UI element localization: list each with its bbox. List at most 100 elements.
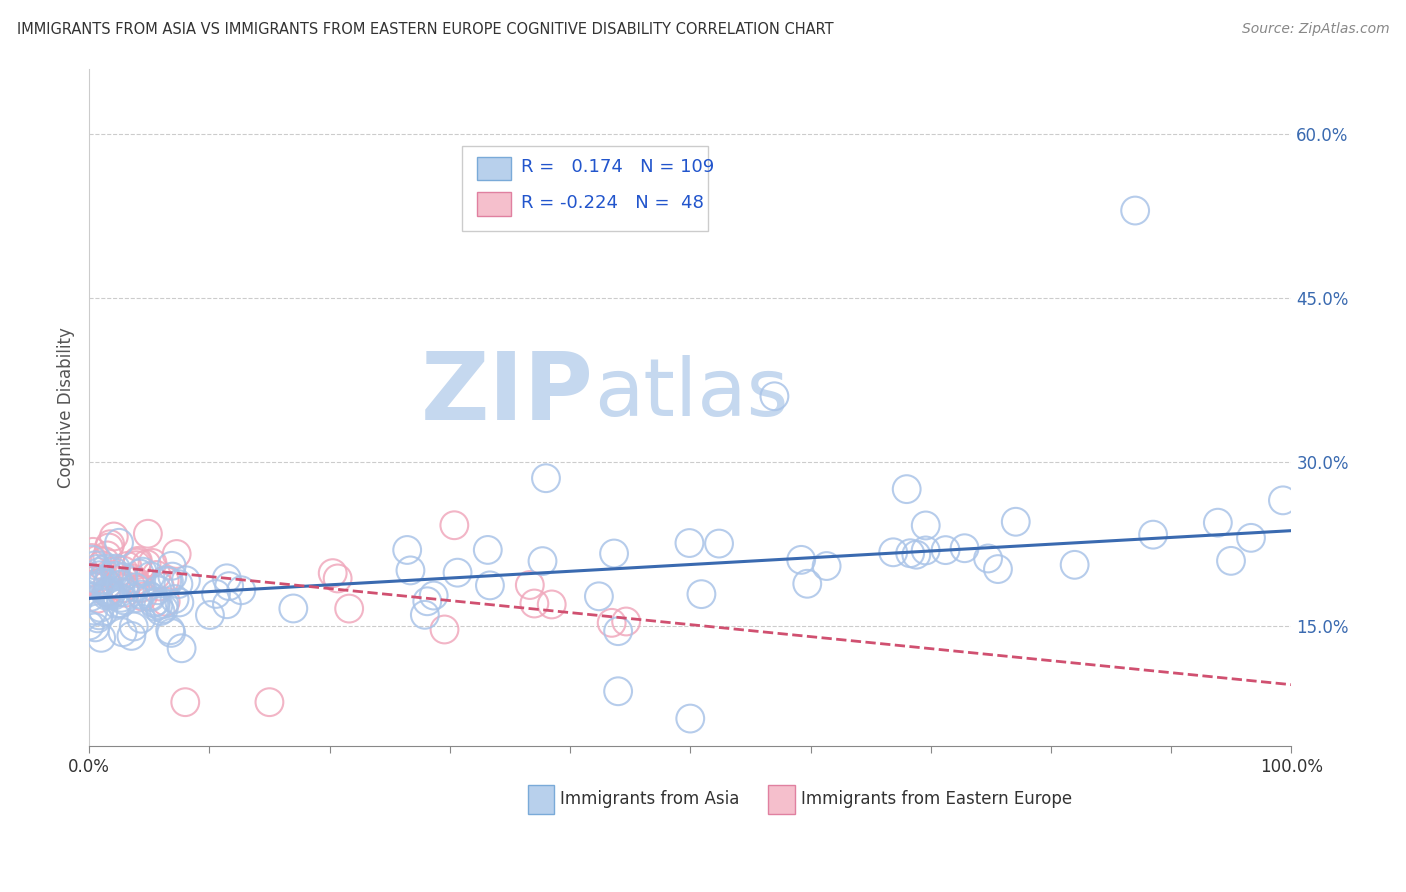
Point xyxy=(603,547,626,561)
Point xyxy=(141,556,163,570)
Point xyxy=(142,596,165,610)
Point xyxy=(796,576,818,591)
Point xyxy=(84,573,107,587)
Point xyxy=(898,546,921,560)
Point xyxy=(110,585,132,599)
Text: R =   0.174   N = 109: R = 0.174 N = 109 xyxy=(520,159,714,177)
Point xyxy=(108,536,131,550)
Point xyxy=(433,623,456,637)
Point xyxy=(152,602,174,616)
Point xyxy=(129,581,152,595)
Text: IMMIGRANTS FROM ASIA VS IMMIGRANTS FROM EASTERN EUROPE COGNITIVE DISABILITY CORR: IMMIGRANTS FROM ASIA VS IMMIGRANTS FROM … xyxy=(17,22,834,37)
Point xyxy=(80,551,103,566)
Point xyxy=(91,605,114,619)
Point xyxy=(157,574,180,589)
Point xyxy=(103,589,125,603)
Point xyxy=(174,695,197,709)
Point xyxy=(139,591,162,605)
Point xyxy=(523,597,546,611)
Point xyxy=(443,518,465,533)
Point xyxy=(98,569,121,583)
Text: Source: ZipAtlas.com: Source: ZipAtlas.com xyxy=(1241,22,1389,37)
Bar xyxy=(478,157,512,180)
Point xyxy=(80,590,103,604)
Point xyxy=(160,558,183,573)
Point xyxy=(283,601,305,615)
Point xyxy=(145,568,167,582)
Point xyxy=(1220,554,1243,568)
Point xyxy=(146,583,169,598)
Point xyxy=(1271,493,1294,508)
Point xyxy=(104,578,127,592)
Point xyxy=(96,585,118,599)
Point xyxy=(125,591,148,606)
Point xyxy=(79,574,101,588)
Point xyxy=(198,607,221,622)
Point xyxy=(97,541,120,555)
Point xyxy=(977,551,1000,566)
Point xyxy=(117,558,139,573)
Point xyxy=(953,541,976,556)
Point xyxy=(678,536,700,550)
Point xyxy=(215,571,238,585)
Point xyxy=(79,618,101,632)
Point xyxy=(124,574,146,588)
Point xyxy=(87,591,110,606)
Point xyxy=(905,548,928,562)
Point xyxy=(98,537,121,551)
Point xyxy=(86,553,108,567)
Point xyxy=(914,543,936,558)
Point xyxy=(112,564,135,578)
Point xyxy=(422,589,444,603)
Point xyxy=(135,557,157,571)
Point xyxy=(132,590,155,604)
Point xyxy=(97,577,120,591)
Point xyxy=(588,590,610,604)
Point xyxy=(416,594,439,608)
Bar xyxy=(769,785,794,814)
Point xyxy=(129,588,152,602)
Point xyxy=(259,695,281,709)
Point xyxy=(987,562,1010,576)
Point xyxy=(111,625,134,640)
Point xyxy=(145,594,167,608)
Point xyxy=(763,389,786,403)
Point xyxy=(91,573,114,587)
Point xyxy=(90,558,112,573)
Point xyxy=(607,684,630,698)
Point xyxy=(153,574,176,588)
Point xyxy=(122,619,145,633)
Point xyxy=(156,574,179,588)
Point xyxy=(145,599,167,614)
Point xyxy=(97,586,120,600)
Point xyxy=(112,593,135,607)
Point xyxy=(607,624,630,639)
Point xyxy=(413,607,436,622)
Point xyxy=(1142,527,1164,541)
Point xyxy=(1004,515,1026,529)
Point xyxy=(110,597,132,611)
Point xyxy=(205,587,228,601)
Point xyxy=(105,561,128,575)
Point xyxy=(148,598,170,612)
Point xyxy=(84,620,107,634)
Point xyxy=(149,604,172,618)
Point xyxy=(91,575,114,590)
Point xyxy=(104,569,127,583)
Point xyxy=(120,629,142,643)
Point xyxy=(815,559,838,574)
Point xyxy=(87,611,110,625)
Bar xyxy=(527,785,554,814)
Point xyxy=(80,552,103,566)
Point xyxy=(519,578,541,592)
Bar xyxy=(478,193,512,216)
Point xyxy=(131,565,153,579)
Point xyxy=(446,566,468,580)
FancyBboxPatch shape xyxy=(461,146,709,231)
Point xyxy=(86,562,108,576)
Text: ZIP: ZIP xyxy=(422,348,595,440)
Point xyxy=(98,589,121,603)
Point xyxy=(896,482,918,496)
Point xyxy=(96,589,118,603)
Point xyxy=(103,529,125,543)
